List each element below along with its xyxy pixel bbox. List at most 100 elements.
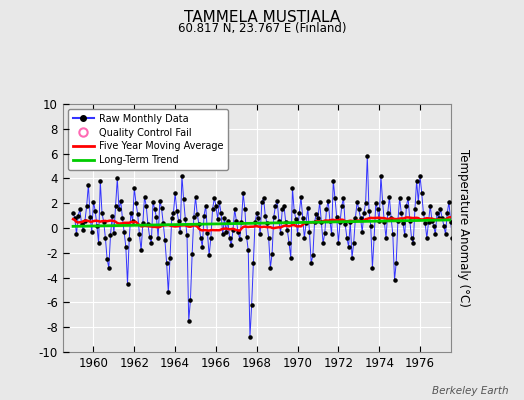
- Point: [387, 215, 395, 221]
- Point: [209, 206, 217, 213]
- Point: [139, 220, 147, 226]
- Point: [232, 217, 241, 224]
- Point: [147, 240, 156, 246]
- Point: [241, 206, 249, 213]
- Text: Berkeley Earth: Berkeley Earth: [432, 386, 508, 396]
- Point: [319, 240, 328, 246]
- Point: [200, 212, 208, 219]
- Point: [340, 195, 348, 202]
- Point: [353, 199, 361, 205]
- Point: [162, 260, 171, 266]
- Point: [265, 235, 273, 241]
- Point: [243, 234, 251, 240]
- Point: [239, 190, 247, 196]
- Point: [314, 215, 322, 221]
- Point: [244, 247, 253, 254]
- Point: [472, 214, 481, 220]
- Point: [184, 318, 193, 324]
- Point: [396, 195, 404, 202]
- Text: 60.817 N, 23.767 E (Finland): 60.817 N, 23.767 E (Finland): [178, 22, 346, 35]
- Point: [402, 202, 411, 209]
- Point: [358, 228, 366, 235]
- Point: [179, 196, 188, 203]
- Point: [392, 260, 400, 266]
- Y-axis label: Temperature Anomaly (°C): Temperature Anomaly (°C): [457, 149, 470, 307]
- Point: [108, 212, 116, 219]
- Point: [217, 210, 225, 216]
- Point: [144, 221, 152, 228]
- Point: [359, 210, 368, 216]
- Point: [101, 235, 110, 241]
- Point: [75, 206, 84, 213]
- Point: [106, 232, 115, 239]
- Point: [79, 227, 88, 234]
- Point: [362, 200, 370, 206]
- Point: [321, 230, 329, 236]
- Point: [166, 254, 174, 261]
- Point: [412, 178, 421, 184]
- Point: [423, 235, 431, 241]
- Point: [430, 222, 438, 229]
- Point: [225, 235, 234, 241]
- Point: [137, 247, 145, 254]
- Point: [159, 220, 167, 226]
- Point: [88, 228, 96, 235]
- Point: [219, 231, 227, 237]
- Point: [300, 235, 309, 241]
- Point: [191, 194, 200, 200]
- Point: [186, 297, 194, 303]
- Point: [120, 228, 128, 235]
- Point: [336, 218, 344, 225]
- Point: [421, 220, 429, 226]
- Point: [206, 235, 215, 241]
- Point: [259, 195, 268, 202]
- Point: [406, 217, 414, 224]
- Point: [283, 227, 291, 234]
- Point: [178, 173, 186, 179]
- Legend: Raw Monthly Data, Quality Control Fail, Five Year Moving Average, Long-Term Tren: Raw Monthly Data, Quality Control Fail, …: [68, 109, 228, 170]
- Point: [116, 198, 125, 204]
- Point: [157, 205, 166, 211]
- Point: [305, 228, 314, 235]
- Point: [452, 217, 460, 224]
- Point: [288, 185, 297, 192]
- Point: [309, 252, 317, 258]
- Point: [154, 235, 162, 241]
- Point: [409, 240, 418, 246]
- Point: [348, 254, 356, 261]
- Point: [419, 210, 428, 216]
- Point: [103, 256, 111, 262]
- Point: [205, 252, 213, 258]
- Point: [397, 210, 406, 216]
- Point: [443, 210, 452, 216]
- Point: [470, 220, 478, 226]
- Point: [268, 251, 276, 257]
- Point: [394, 217, 402, 224]
- Point: [302, 220, 310, 226]
- Point: [110, 230, 118, 236]
- Point: [450, 228, 458, 235]
- Point: [78, 221, 86, 228]
- Point: [375, 217, 384, 224]
- Point: [460, 227, 468, 234]
- Point: [463, 206, 472, 213]
- Point: [112, 202, 120, 209]
- Point: [100, 218, 108, 225]
- Point: [467, 228, 475, 235]
- Point: [378, 199, 387, 205]
- Point: [224, 217, 232, 224]
- Point: [468, 215, 477, 221]
- Point: [146, 234, 154, 240]
- Point: [312, 211, 321, 218]
- Point: [271, 202, 280, 209]
- Point: [475, 215, 484, 221]
- Point: [263, 220, 271, 226]
- Point: [169, 210, 178, 216]
- Point: [82, 202, 91, 209]
- Point: [453, 208, 462, 214]
- Point: [351, 215, 359, 221]
- Point: [448, 235, 456, 241]
- Point: [236, 236, 244, 242]
- Point: [385, 194, 394, 200]
- Point: [363, 153, 372, 159]
